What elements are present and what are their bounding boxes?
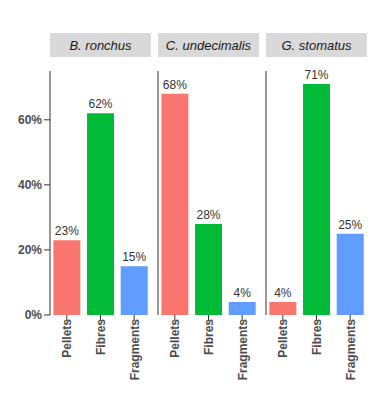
svg-text:Pellets: Pellets: [60, 319, 74, 358]
svg-text:23%: 23%: [55, 224, 79, 238]
svg-text:28%: 28%: [197, 208, 221, 222]
svg-text:Fibres: Fibres: [310, 319, 324, 355]
svg-text:Pellets: Pellets: [276, 319, 290, 358]
svg-text:Fragments: Fragments: [236, 319, 250, 381]
svg-text:40%: 40%: [18, 178, 42, 192]
svg-text:Fragments: Fragments: [344, 319, 358, 381]
svg-text:Pellets: Pellets: [168, 319, 182, 358]
svg-text:Fragments: Fragments: [128, 319, 142, 381]
html-text:C. undecimalis: C. undecimalis: [165, 37, 252, 53]
svg-text:68%: 68%: [163, 78, 187, 92]
html-text:B. ronchus: B. ronchus: [69, 37, 132, 53]
svg-text:71%: 71%: [305, 68, 329, 82]
svg-text:Fibres: Fibres: [202, 319, 216, 355]
svg-text:20%: 20%: [18, 243, 42, 257]
svg-text:4%: 4%: [234, 286, 252, 300]
svg-text:15%: 15%: [122, 250, 146, 264]
svg-text:60%: 60%: [18, 113, 42, 127]
svg-text:4%: 4%: [274, 286, 292, 300]
svg-text:62%: 62%: [89, 97, 113, 111]
html-text:G. stomatus: G. stomatus: [281, 37, 352, 53]
svg-text:0%: 0%: [25, 308, 43, 322]
svg-text:25%: 25%: [338, 218, 362, 232]
svg-text:Fibres: Fibres: [94, 319, 108, 355]
